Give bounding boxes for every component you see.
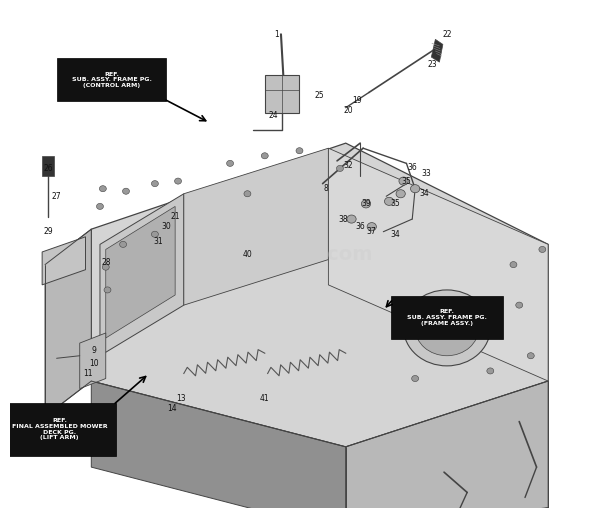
FancyBboxPatch shape — [391, 296, 503, 340]
Text: 9: 9 — [92, 346, 97, 355]
Text: 24: 24 — [268, 111, 278, 120]
Text: 40: 40 — [242, 250, 253, 259]
Circle shape — [399, 177, 408, 185]
Circle shape — [97, 204, 103, 209]
Circle shape — [152, 181, 158, 187]
Text: ep-parts.com: ep-parts.com — [227, 245, 372, 264]
Circle shape — [415, 300, 478, 356]
FancyBboxPatch shape — [3, 403, 116, 456]
Circle shape — [487, 368, 494, 374]
Text: 36: 36 — [355, 222, 365, 231]
Text: REF.
SUB. ASSY. FRAME PG.
(CONTROL ARM): REF. SUB. ASSY. FRAME PG. (CONTROL ARM) — [71, 72, 152, 88]
Text: 11: 11 — [84, 369, 93, 378]
Polygon shape — [91, 143, 548, 447]
Circle shape — [527, 353, 535, 359]
Polygon shape — [329, 148, 548, 381]
Circle shape — [99, 186, 106, 192]
Text: REF.
FINAL ASSEMBLED MOWER
DECK PG.
(LIFT ARM): REF. FINAL ASSEMBLED MOWER DECK PG. (LIF… — [12, 418, 107, 440]
Polygon shape — [265, 75, 300, 113]
Text: 10: 10 — [89, 359, 99, 368]
Circle shape — [227, 160, 234, 166]
Text: REF.
SUB. ASSY. FRAME PG.
(FRAME ASSY.): REF. SUB. ASSY. FRAME PG. (FRAME ASSY.) — [407, 309, 487, 326]
Circle shape — [367, 222, 376, 231]
Polygon shape — [106, 207, 175, 338]
Text: 33: 33 — [422, 169, 431, 178]
Circle shape — [104, 287, 111, 293]
Circle shape — [261, 153, 268, 159]
Text: 23: 23 — [428, 60, 437, 69]
Circle shape — [396, 190, 405, 198]
Text: 34: 34 — [419, 189, 429, 198]
Circle shape — [152, 231, 158, 237]
Text: 34: 34 — [390, 230, 400, 239]
Text: 22: 22 — [442, 30, 452, 39]
Circle shape — [516, 302, 523, 308]
Circle shape — [404, 290, 490, 366]
Text: 36: 36 — [407, 163, 417, 172]
Circle shape — [102, 264, 109, 270]
Text: 8: 8 — [323, 184, 328, 193]
Text: 38: 38 — [338, 215, 348, 223]
Text: 20: 20 — [344, 106, 353, 115]
Polygon shape — [42, 237, 86, 285]
Polygon shape — [45, 229, 91, 416]
Text: 1: 1 — [274, 30, 278, 39]
Text: 39: 39 — [361, 200, 371, 208]
Circle shape — [120, 241, 127, 247]
Text: 32: 32 — [344, 161, 353, 171]
Circle shape — [347, 215, 356, 223]
FancyBboxPatch shape — [57, 59, 166, 101]
Circle shape — [385, 197, 394, 206]
Circle shape — [411, 185, 419, 193]
Polygon shape — [42, 156, 54, 176]
Circle shape — [175, 178, 182, 184]
Text: 30: 30 — [162, 222, 171, 231]
Polygon shape — [80, 333, 106, 389]
Circle shape — [412, 376, 418, 382]
Circle shape — [244, 191, 251, 197]
Text: 27: 27 — [52, 192, 61, 201]
Text: 31: 31 — [153, 237, 163, 246]
Circle shape — [336, 165, 343, 172]
Circle shape — [123, 188, 129, 194]
Circle shape — [361, 200, 371, 208]
Text: 29: 29 — [43, 227, 53, 236]
Text: 37: 37 — [367, 227, 376, 236]
Text: 13: 13 — [176, 394, 186, 403]
Text: 14: 14 — [168, 404, 177, 413]
Text: 35: 35 — [390, 200, 400, 208]
Polygon shape — [100, 194, 184, 356]
Text: 28: 28 — [101, 258, 110, 267]
Polygon shape — [91, 381, 346, 509]
Text: 21: 21 — [171, 212, 180, 221]
Circle shape — [539, 246, 546, 252]
Text: 19: 19 — [352, 96, 362, 105]
Polygon shape — [346, 381, 548, 509]
Polygon shape — [184, 148, 329, 305]
Text: 26: 26 — [43, 164, 53, 173]
Text: 41: 41 — [260, 394, 270, 403]
Polygon shape — [431, 39, 443, 62]
Circle shape — [296, 148, 303, 154]
Circle shape — [510, 262, 517, 268]
Text: 25: 25 — [315, 91, 324, 100]
Text: 35: 35 — [402, 177, 411, 186]
